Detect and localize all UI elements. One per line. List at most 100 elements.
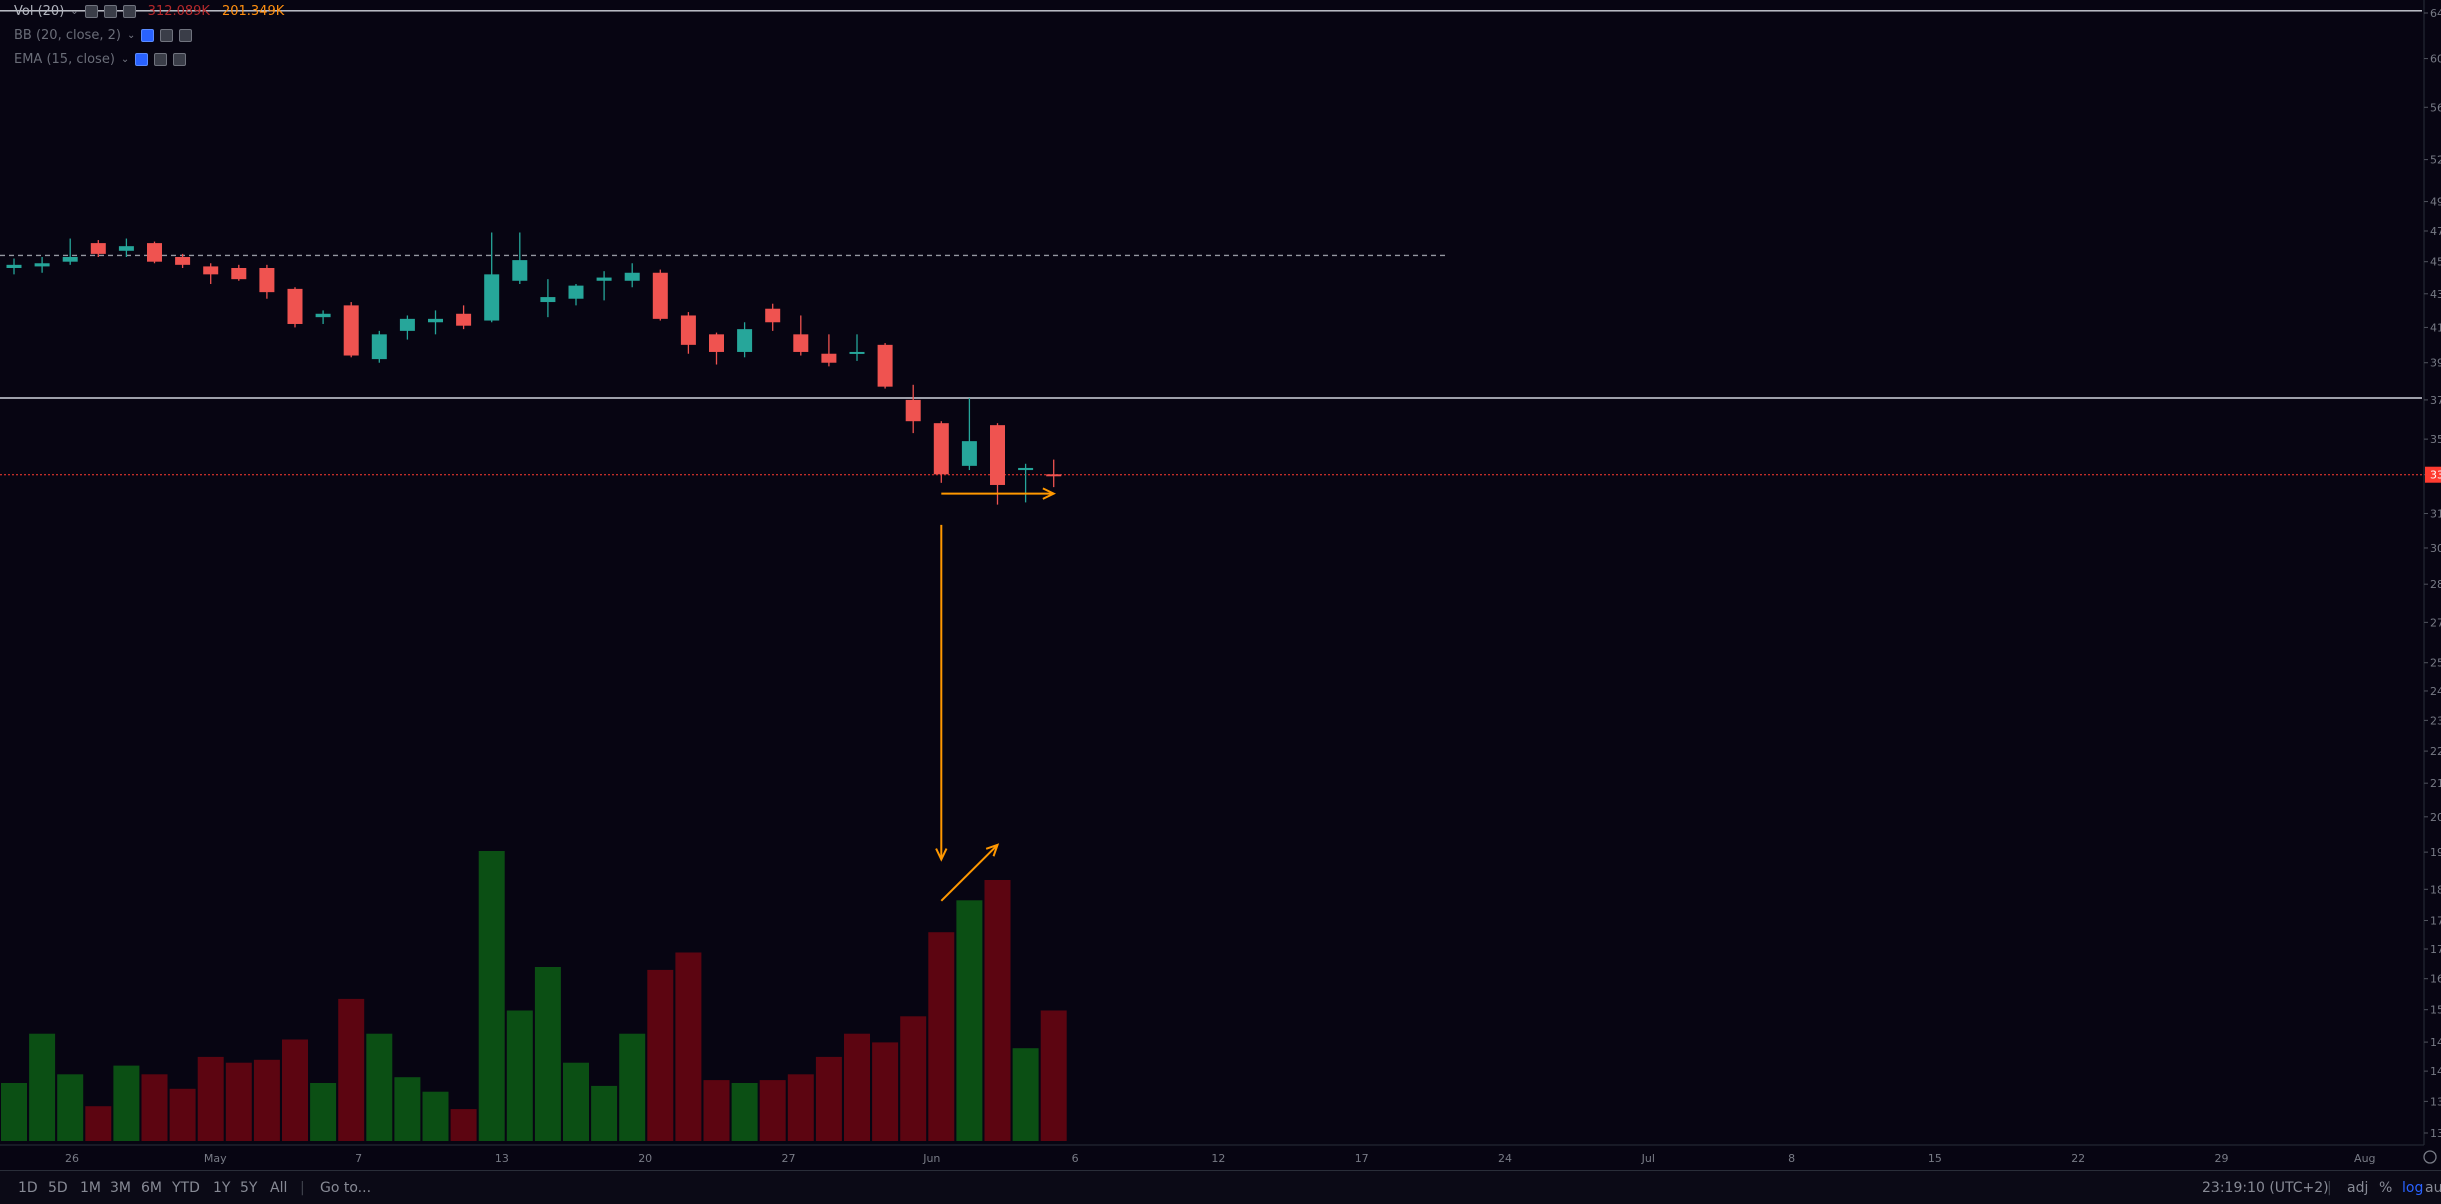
price-axis-label: 30.00 xyxy=(2430,542,2441,555)
last-price-badge xyxy=(2425,466,2441,483)
price-axis-label: 56.00 xyxy=(2430,101,2441,114)
bottom-toolbar: 1D 5D 1M 3M 6M YTD 1Y 5Y All | Go to... … xyxy=(0,1170,2441,1204)
price-axis-label: 43.00 xyxy=(2430,288,2441,301)
candle-body xyxy=(456,313,472,326)
range-1m-button[interactable]: 1M xyxy=(80,1180,101,1196)
candle-body xyxy=(877,344,893,387)
volume-bar xyxy=(731,1083,758,1141)
price-axis-label: 24.50 xyxy=(2430,685,2441,698)
candle-body xyxy=(428,318,443,323)
price-axis-label: 18.50 xyxy=(2430,883,2441,896)
range-ytd-button[interactable]: YTD xyxy=(172,1180,200,1196)
volume-bar xyxy=(85,1106,112,1141)
range-1y-button[interactable]: 1Y xyxy=(213,1180,231,1196)
time-axis-label: 20 xyxy=(638,1152,652,1165)
chevron-down-icon[interactable]: ⌄ xyxy=(120,54,130,65)
eye-icon[interactable] xyxy=(135,53,149,66)
candle-body xyxy=(259,267,275,293)
settings-icon[interactable] xyxy=(154,53,168,66)
volume-bar xyxy=(703,1080,730,1141)
price-axis-label: 14.30 xyxy=(2430,1065,2441,1078)
close-icon[interactable] xyxy=(173,53,187,66)
legend-volume[interactable]: Vol (20) ⌄ 312.089K 201.349K xyxy=(14,4,284,19)
volume-bar xyxy=(253,1059,280,1141)
auto-toggle[interactable]: auto xyxy=(2425,1180,2441,1196)
volume-bar xyxy=(759,1080,786,1141)
candle-body xyxy=(990,425,1005,485)
arrow-head xyxy=(1042,487,1056,500)
adj-toggle[interactable]: adj xyxy=(2347,1180,2369,1196)
arrow-head xyxy=(935,848,948,862)
eye-icon[interactable] xyxy=(141,29,155,42)
chevron-down-icon[interactable]: ⌄ xyxy=(70,6,79,17)
time-axis-label: 26 xyxy=(65,1152,79,1165)
toolbar-divider: | xyxy=(300,1180,305,1196)
range-3m-button[interactable]: 3M xyxy=(110,1180,131,1196)
price-axis-label: 14.90 xyxy=(2430,1036,2441,1049)
price-chart[interactable]: 64.00 60.00 56.00 52.00 49.00 47.00 45.00 43.00… xyxy=(0,0,2441,1170)
eye-icon[interactable] xyxy=(84,5,98,18)
price-axis-label: 15.60 xyxy=(2430,1004,2441,1017)
annotation-arrow xyxy=(941,487,1056,500)
candle-body xyxy=(1018,467,1034,471)
time-axis-label: 15 xyxy=(1928,1152,1942,1165)
clock-timezone[interactable]: 23:19:10 (UTC+2) xyxy=(2202,1180,2329,1196)
volume-bar xyxy=(29,1033,56,1141)
candle-body xyxy=(933,423,949,475)
volume-bar xyxy=(169,1088,196,1141)
volume-bar xyxy=(113,1065,140,1141)
legend-ema-label[interactable]: EMA (15, close) xyxy=(14,52,115,67)
annotation-arrow xyxy=(935,524,948,862)
settings-icon[interactable] xyxy=(103,5,117,18)
candle-body xyxy=(765,308,781,323)
time-axis-label: 17 xyxy=(1355,1152,1369,1165)
volume-bar xyxy=(478,851,505,1141)
legend-ema[interactable]: EMA (15, close) ⌄ xyxy=(14,52,187,67)
candle-body xyxy=(652,272,668,319)
log-toggle[interactable]: log xyxy=(2402,1180,2424,1196)
candle-body xyxy=(680,315,696,345)
volume-bar xyxy=(57,1074,84,1141)
price-axis-label: 20.50 xyxy=(2430,811,2441,824)
time-axis-label: 6 xyxy=(1072,1152,1079,1165)
candle-body xyxy=(371,334,387,360)
price-axis-label: 16.30 xyxy=(2430,973,2441,986)
range-5y-button[interactable]: 5Y xyxy=(240,1180,258,1196)
settings-gear-icon[interactable] xyxy=(2423,1150,2437,1164)
price-axis-label: 17.70 xyxy=(2430,915,2441,928)
volume-bar xyxy=(197,1056,224,1141)
close-icon[interactable] xyxy=(122,5,136,18)
price-axis-label: 17.00 xyxy=(2430,943,2441,956)
volume-bar xyxy=(675,952,702,1141)
legend-vol-label[interactable]: Vol (20) xyxy=(14,4,65,19)
toolbar-divider: | xyxy=(2327,1180,2332,1196)
percent-toggle[interactable]: % xyxy=(2379,1180,2393,1196)
volume-bar xyxy=(282,1039,308,1141)
volume-bar xyxy=(450,1109,477,1141)
legend-bb[interactable]: BB (20, close, 2) ⌄ xyxy=(14,28,193,43)
price-axis-label: 49.00 xyxy=(2430,196,2441,209)
volume-bar xyxy=(366,1033,393,1141)
candle-body xyxy=(203,266,219,275)
time-axis-label: 13 xyxy=(495,1152,509,1165)
price-axis-label: 60.00 xyxy=(2430,53,2441,66)
range-6m-button[interactable]: 6M xyxy=(141,1180,162,1196)
range-all-button[interactable]: All xyxy=(270,1180,288,1196)
price-axis-label: 22.50 xyxy=(2430,745,2441,758)
chevron-down-icon[interactable]: ⌄ xyxy=(126,30,136,41)
volume-bar xyxy=(984,880,1011,1141)
candle-body xyxy=(343,305,359,356)
price-axis-label: 19.50 xyxy=(2430,846,2441,859)
candle-body xyxy=(175,256,191,265)
close-icon[interactable] xyxy=(179,29,193,42)
legend-bb-label[interactable]: BB (20, close, 2) xyxy=(14,28,121,43)
time-axis-label: Aug xyxy=(2354,1152,2375,1165)
price-axis-label: 31.50 xyxy=(2430,508,2441,521)
settings-icon[interactable] xyxy=(160,29,174,42)
goto-date-button[interactable]: Go to... xyxy=(320,1180,372,1196)
candle-body xyxy=(147,243,162,262)
price-axis-label: 45.00 xyxy=(2430,256,2441,269)
range-1d-button[interactable]: 1D xyxy=(18,1180,38,1196)
range-5d-button[interactable]: 5D xyxy=(48,1180,68,1196)
price-axis-label: 47.00 xyxy=(2430,225,2441,238)
